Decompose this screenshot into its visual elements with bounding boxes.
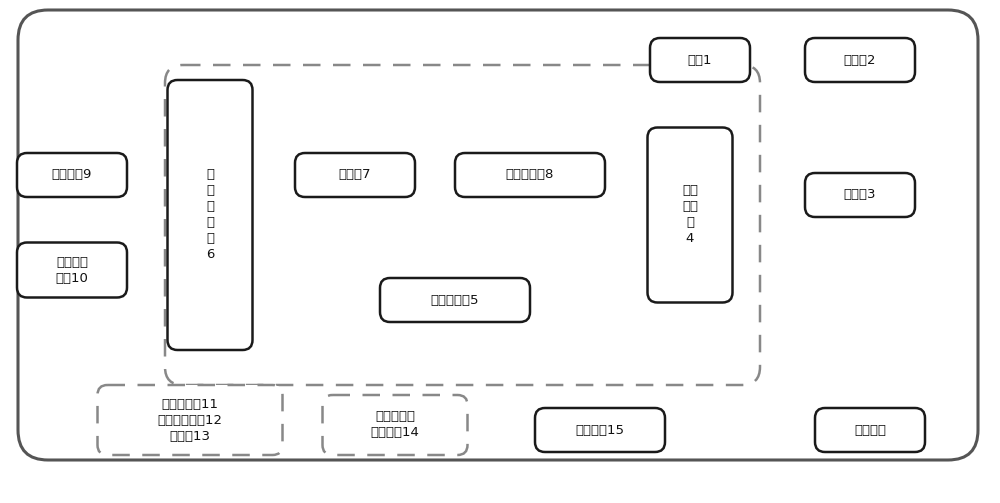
Text: 试验平台: 试验平台 [854,424,886,437]
FancyBboxPatch shape [455,153,605,197]
FancyBboxPatch shape [295,153,415,197]
FancyBboxPatch shape [98,385,283,455]
Text: 加载固定
装置10: 加载固定 装置10 [56,256,88,285]
Text: 连接齿套9: 连接齿套9 [52,169,92,182]
FancyBboxPatch shape [535,408,665,452]
FancyBboxPatch shape [650,38,750,82]
FancyBboxPatch shape [17,242,127,297]
Text: 膜片联轴器5: 膜片联轴器5 [431,293,479,306]
Text: 电机1: 电机1 [688,53,712,66]
FancyBboxPatch shape [805,173,915,217]
Text: 大带轮3: 大带轮3 [844,189,876,202]
Text: 膜片联轴器8: 膜片联轴器8 [506,169,554,182]
Text: 支撑结构15: 支撑结构15 [576,424,624,437]
FancyBboxPatch shape [805,38,915,82]
FancyBboxPatch shape [18,10,978,460]
FancyBboxPatch shape [380,278,530,322]
Text: 数据采集与
分析系统14: 数据采集与 分析系统14 [371,410,419,440]
Text: 小带轮2: 小带轮2 [844,53,876,66]
FancyBboxPatch shape [17,153,127,197]
FancyBboxPatch shape [648,127,732,302]
Text: 试
验
齿
轮
箱
6: 试 验 齿 轮 箱 6 [206,169,214,262]
Text: 扭力轴7: 扭力轴7 [339,169,371,182]
FancyBboxPatch shape [168,80,252,350]
Text: 传动
齿轮
箱
4: 传动 齿轮 箱 4 [682,185,698,245]
FancyBboxPatch shape [322,395,468,455]
Text: 高速摄像机11
加速度传感器12
应变片13: 高速摄像机11 加速度传感器12 应变片13 [158,397,222,443]
FancyBboxPatch shape [815,408,925,452]
